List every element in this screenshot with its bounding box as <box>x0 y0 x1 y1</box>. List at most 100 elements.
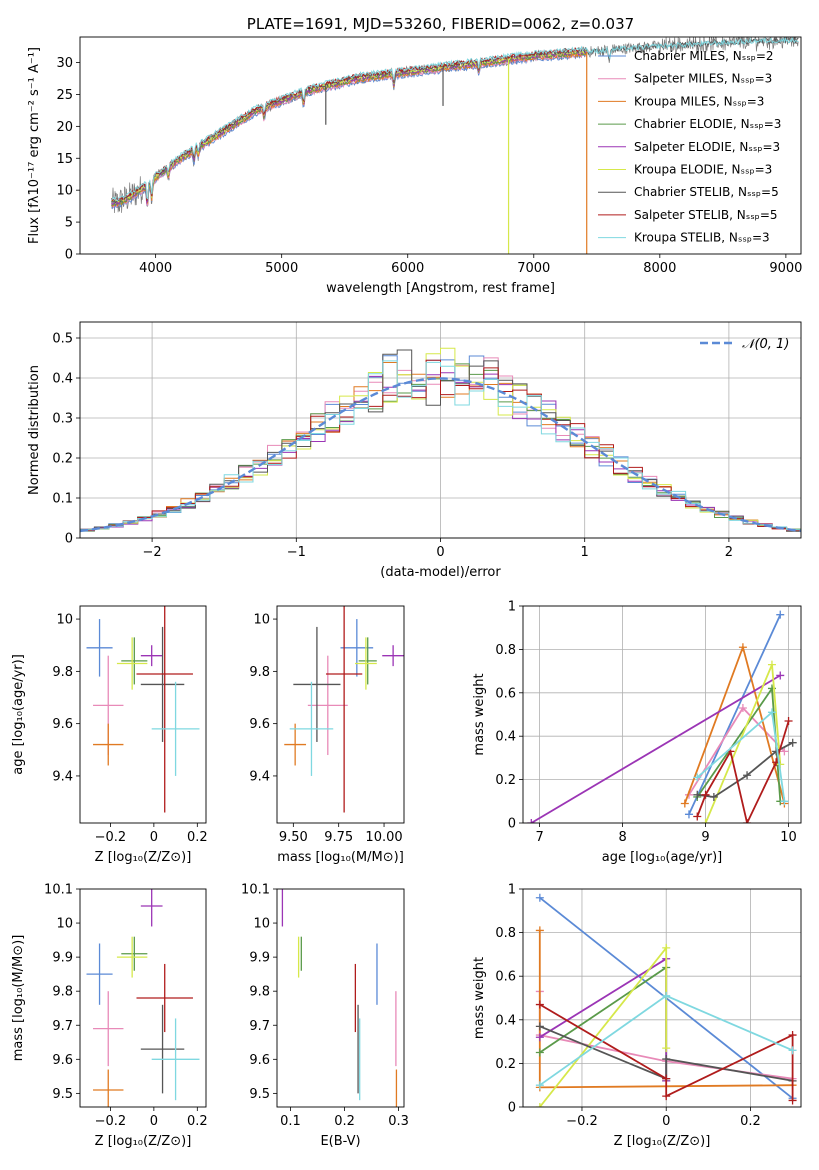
y-tick-label: 0.4 <box>52 372 73 387</box>
weight-marker-salpeter_elodie <box>527 819 536 823</box>
spectrum-legend: Chabrier MILES, Nₛₛₚ=2 Salpeter MILES, Nₛ… <box>598 49 781 245</box>
histogram-salpeter_stelib <box>80 359 801 532</box>
x-tick-label: 8 <box>618 830 626 845</box>
x-tick-label: 0.2 <box>334 1114 355 1129</box>
y-axis-label: mass weight <box>472 673 487 755</box>
model-spectrum-kroupa_elodie <box>111 49 587 203</box>
weight-marker-salpeter_stelib <box>788 1031 797 1040</box>
y-axis-label: Flux [fλ10⁻¹⁷ erg cm⁻² s⁻¹ A⁻¹] <box>27 47 42 244</box>
weight-marker-chabrier_miles <box>684 810 693 819</box>
weight-marker-salpeter_elodie <box>535 1033 544 1042</box>
y-tick-label: 9.8 <box>52 985 73 1000</box>
model-spectrum-salpeter_stelib <box>111 47 587 202</box>
histogram-kroupa_elodie <box>80 347 801 532</box>
x-tick-label: 7 <box>535 830 543 845</box>
model-spectrum-kroupa_stelib <box>111 37 799 202</box>
x-axis-label: E(B-V) <box>320 1134 360 1149</box>
weight-marker-salpeter_miles <box>780 747 789 756</box>
age_vs_Z-points <box>86 606 200 813</box>
model-spectrum-chabrier_elodie <box>111 50 587 207</box>
weight-marker-salpeter_stelib <box>788 1096 797 1105</box>
weight-line-chabrier_stelib <box>539 1025 793 1082</box>
y-tick-label: 9.4 <box>52 769 73 784</box>
residuals-frame <box>79 321 802 539</box>
x-tick-label: 0.2 <box>187 830 208 845</box>
model-spectrum-salpeter_elodie <box>111 50 587 206</box>
weight-marker-kroupa_stelib <box>535 1081 544 1090</box>
x-tick-label: −2 <box>143 545 162 560</box>
legend-label: Chabrier MILES, Nₛₛₚ=2 <box>634 49 774 63</box>
weight_vs_Z-frame <box>522 888 802 1108</box>
y-tick-label: 1 <box>508 600 516 615</box>
weight-marker-salpeter_stelib <box>662 1092 671 1101</box>
y-tick-label: 10 <box>253 917 270 932</box>
weight-marker-kroupa_elodie <box>662 1044 671 1053</box>
legend-label: Chabrier ELODIE, Nₛₛₚ=3 <box>634 117 781 131</box>
weight-marker-chabrier_stelib <box>788 738 797 747</box>
legend-label: Salpeter STELIB, Nₛₛₚ=5 <box>634 208 778 222</box>
mass_vs_ebv-points <box>281 889 398 1107</box>
mass_vs_Z-axes: −0.2 0 0.2 9.5 9.6 9.7 9.8 9.9 10 10.1 Z [log₁₀(Z/… <box>11 883 208 1150</box>
x-tick-label: 8000 <box>643 261 676 276</box>
weight-marker-kroupa_miles <box>535 926 544 935</box>
spectrum-frame <box>79 36 802 255</box>
weight-marker-salpeter_stelib <box>743 819 752 823</box>
legend-label: Kroupa ELODIE, Nₛₛₚ=3 <box>634 163 772 177</box>
x-tick-label: 0.3 <box>388 1114 409 1129</box>
histogram-chabrier_stelib <box>80 349 801 533</box>
spectrum-axes: 4000 5000 6000 7000 8000 9000 0 5 10 15 20 25 30 wave… <box>27 47 802 296</box>
y-tick-label: 0.4 <box>495 730 516 745</box>
x-tick-label: 5000 <box>265 261 298 276</box>
y-tick-label: 15 <box>56 152 73 167</box>
x-tick-label: 0.2 <box>187 1114 208 1129</box>
y-tick-label: 9.8 <box>249 985 270 1000</box>
x-tick-label: 9000 <box>769 261 802 276</box>
y-tick-label: 9.9 <box>249 951 270 966</box>
x-axis-label: wavelength [Angstrom, rest frame] <box>326 281 555 296</box>
y-tick-label: 9.7 <box>249 1019 270 1034</box>
y-tick-label: 10 <box>56 184 73 199</box>
x-axis-label: Z [log₁₀(Z/Z⊙)] <box>95 1134 192 1149</box>
x-axis-label: Z [log₁₀(Z/Z⊙)] <box>95 850 192 865</box>
x-axis-label: mass [log₁₀(M/M⊙)] <box>277 850 404 865</box>
weight-marker-salpeter_miles <box>738 703 747 712</box>
x-tick-label: −0.2 <box>95 830 127 845</box>
y-tick-label: 9.5 <box>52 1087 73 1102</box>
y-tick-label: 10 <box>253 613 270 628</box>
weight-marker-salpeter_stelib <box>784 717 793 726</box>
x-tick-label: 0 <box>436 545 444 560</box>
mass_vs_ebv-axes: 0.1 0.2 0.3 9.5 9.6 9.7 9.8 9.9 10 10.1 E(B-V) <box>241 883 409 1150</box>
weight-marker-chabrier_stelib <box>693 790 702 799</box>
weight-line-chabrier_elodie <box>539 965 668 1081</box>
weight-marker-chabrier_stelib <box>743 771 752 780</box>
x-tick-label: 9.50 <box>279 830 308 845</box>
y-axis-label: mass weight <box>472 957 487 1039</box>
weight-marker-kroupa_elodie <box>662 943 671 952</box>
y-tick-label: 9.9 <box>52 951 73 966</box>
y-tick-label: 25 <box>56 88 73 103</box>
weight-marker-chabrier_miles <box>535 893 544 902</box>
x-tick-label: 0 <box>662 1114 670 1129</box>
normal-reference-curve <box>80 377 801 533</box>
weight-marker-salpeter_stelib <box>662 1074 671 1083</box>
y-tick-label: 9.6 <box>52 717 73 732</box>
weight-line-chabrier_miles <box>688 614 782 815</box>
legend-label: 𝒩(0, 1) <box>742 337 789 352</box>
y-tick-label: 0 <box>65 248 73 263</box>
weight-marker-kroupa_stelib <box>662 991 671 1000</box>
legend-label: Kroupa STELIB, Nₛₛₚ=3 <box>634 231 770 245</box>
weight_vs_age-frame <box>522 605 802 824</box>
y-tick-label: 0.8 <box>495 643 516 658</box>
weight-line-kroupa_elodie <box>539 945 668 1107</box>
y-tick-label: 1 <box>508 883 516 898</box>
legend-label: Salpeter ELODIE, Nₛₛₚ=3 <box>634 140 780 154</box>
y-tick-label: 9.6 <box>249 717 270 732</box>
x-tick-label: 2 <box>725 545 733 560</box>
weight-marker-kroupa_elodie <box>767 660 776 669</box>
age_vs_Z-axes: −0.2 0 0.2 9.4 9.6 9.8 10 Z [log₁₀(Z/Z⊙)] age [l… <box>11 613 208 865</box>
x-tick-label: 10 <box>780 830 797 845</box>
y-tick-label: 20 <box>56 120 73 135</box>
y-axis-label: mass [log₁₀(M/M⊙)] <box>11 935 26 1062</box>
y-tick-label: 9.8 <box>249 665 270 680</box>
